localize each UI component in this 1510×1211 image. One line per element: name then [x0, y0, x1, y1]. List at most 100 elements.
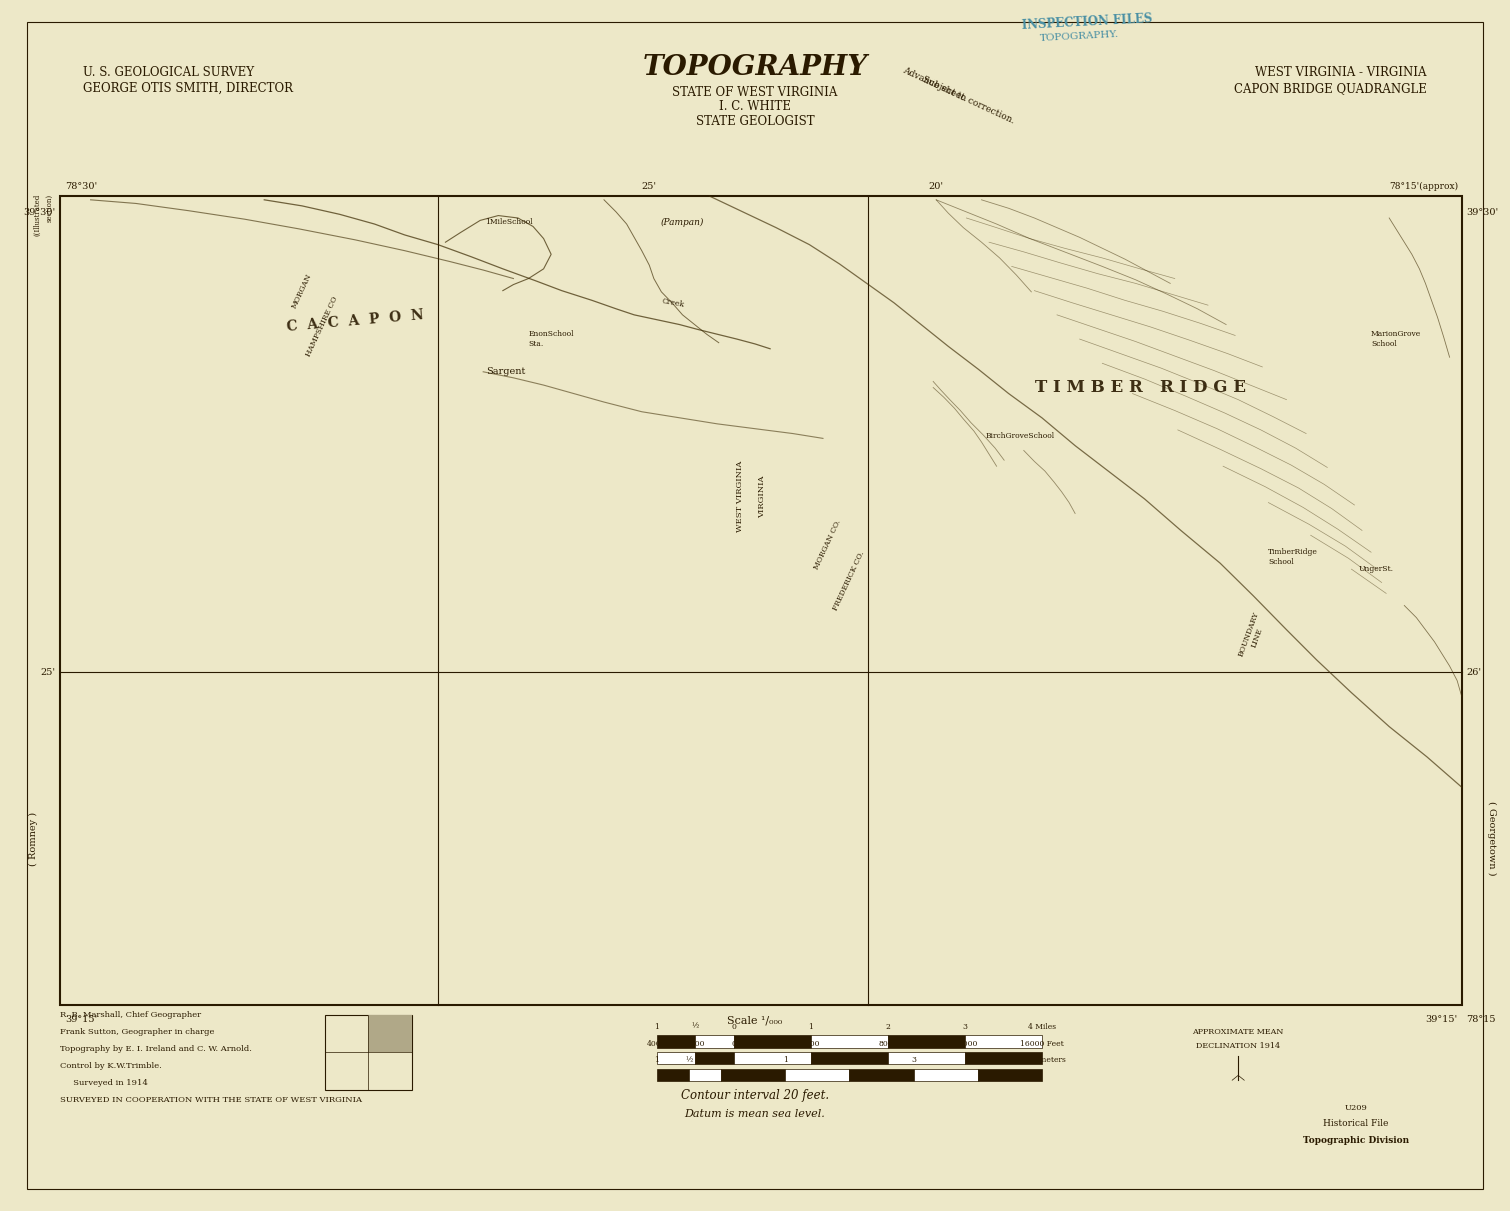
Text: BirchGroveSchool: BirchGroveSchool: [986, 432, 1055, 440]
Bar: [60, 196, 1462, 1005]
Text: 2: 2: [847, 1056, 852, 1064]
Text: 8000: 8000: [879, 1039, 897, 1048]
Text: Surveyed in 1914: Surveyed in 1914: [60, 1079, 148, 1086]
Text: VIRGINIA: VIRGINIA: [758, 475, 767, 518]
Text: INSPECTION FILES: INSPECTION FILES: [1022, 12, 1152, 31]
Text: HAMPSHIRE CO: HAMPSHIRE CO: [304, 295, 340, 358]
Bar: [325, 1015, 412, 1090]
Text: Sargent: Sargent: [486, 367, 525, 377]
Bar: [888, 1052, 965, 1064]
Text: 2: 2: [885, 1022, 891, 1031]
Text: 20': 20': [929, 183, 944, 191]
Text: Frank Sutton, Geographer in charge: Frank Sutton, Geographer in charge: [60, 1028, 214, 1035]
Text: 39°15': 39°15': [65, 1015, 97, 1023]
Bar: [914, 1069, 978, 1081]
Text: I. C. WHITE: I. C. WHITE: [719, 101, 791, 113]
Text: 3: 3: [962, 1022, 968, 1031]
Text: R. B. Marshall, Chief Geographer: R. B. Marshall, Chief Geographer: [60, 1011, 201, 1018]
Bar: [695, 1035, 734, 1048]
Text: MarionGrove
School: MarionGrove School: [1371, 331, 1421, 348]
Text: 16000 Feet: 16000 Feet: [1021, 1039, 1063, 1048]
Text: 39°30': 39°30': [1466, 208, 1498, 217]
Text: TOPOGRAPHY: TOPOGRAPHY: [642, 54, 868, 81]
Text: ( Romney ): ( Romney ): [29, 811, 38, 866]
Text: ( Georgetown ): ( Georgetown ): [1487, 802, 1496, 876]
Text: (Pampan): (Pampan): [661, 218, 704, 228]
Text: 5 Kilometers: 5 Kilometers: [1018, 1056, 1066, 1064]
Text: SURVEYED IN COOPERATION WITH THE STATE OF WEST VIRGINIA: SURVEYED IN COOPERATION WITH THE STATE O…: [60, 1096, 362, 1103]
Text: 0: 0: [731, 1039, 737, 1048]
Text: 39°15': 39°15': [1425, 1015, 1457, 1023]
Bar: [849, 1069, 914, 1081]
Text: APPROXIMATE MEAN: APPROXIMATE MEAN: [1193, 1028, 1284, 1035]
Text: 25': 25': [642, 183, 657, 191]
Text: WEST VIRGINIA - VIRGINIA: WEST VIRGINIA - VIRGINIA: [1255, 67, 1427, 79]
Text: DECLINATION 1914: DECLINATION 1914: [1196, 1043, 1280, 1050]
Text: 78°15: 78°15: [1466, 1015, 1496, 1023]
Text: Control by K.W.Trimble.: Control by K.W.Trimble.: [60, 1062, 162, 1069]
Text: 4000: 4000: [802, 1039, 820, 1048]
Text: 1: 1: [654, 1056, 660, 1064]
Text: STATE OF WEST VIRGINIA: STATE OF WEST VIRGINIA: [672, 86, 838, 98]
Text: U. S. GEOLOGICAL SURVEY: U. S. GEOLOGICAL SURVEY: [83, 67, 254, 79]
Text: GEORGE OTIS SMITH, DIRECTOR: GEORGE OTIS SMITH, DIRECTOR: [83, 82, 293, 94]
Text: T I M B E R   R I D G E: T I M B E R R I D G E: [1034, 379, 1246, 396]
Text: 4 Miles: 4 Miles: [1028, 1022, 1055, 1031]
Text: 12000: 12000: [953, 1039, 977, 1048]
Text: 1MileSchool: 1MileSchool: [485, 218, 533, 226]
Bar: [368, 1015, 412, 1052]
Text: 26': 26': [1466, 667, 1481, 677]
Bar: [734, 1035, 811, 1048]
Text: Topography by E. I. Ireland and C. W. Arnold.: Topography by E. I. Ireland and C. W. Ar…: [60, 1045, 252, 1052]
Text: 1: 1: [808, 1022, 814, 1031]
Text: 39°30': 39°30': [24, 208, 56, 217]
Text: C  A  C  A  P  O  N: C A C A P O N: [285, 308, 424, 334]
Text: Topographic Division: Topographic Division: [1303, 1136, 1409, 1146]
Text: EnonSchool
Sta.: EnonSchool Sta.: [528, 331, 574, 348]
Bar: [811, 1035, 888, 1048]
Text: 3: 3: [911, 1056, 917, 1064]
Text: U209: U209: [1344, 1104, 1368, 1112]
Text: STATE GEOLOGIST: STATE GEOLOGIST: [696, 115, 814, 127]
Text: 4000: 4000: [648, 1039, 666, 1048]
Bar: [689, 1069, 722, 1081]
Text: Datum is mean sea level.: Datum is mean sea level.: [684, 1109, 826, 1119]
Text: Subject to correction.: Subject to correction.: [921, 75, 1016, 126]
Text: 0: 0: [731, 1022, 737, 1031]
Bar: [978, 1069, 1042, 1081]
Bar: [734, 1052, 811, 1064]
Text: Advance sheet.: Advance sheet.: [901, 65, 968, 104]
Bar: [888, 1035, 965, 1048]
Text: Scale ¹/₀₀₀: Scale ¹/₀₀₀: [728, 1016, 782, 1026]
Text: UngerSt.: UngerSt.: [1359, 566, 1394, 573]
Text: 4: 4: [975, 1056, 980, 1064]
Text: FREDERICK CO.: FREDERICK CO.: [832, 550, 865, 613]
Text: Contour interval 20 feet.: Contour interval 20 feet.: [681, 1090, 829, 1102]
Text: ½: ½: [686, 1056, 693, 1064]
Bar: [657, 1069, 689, 1081]
Text: 78°15'(approx): 78°15'(approx): [1389, 182, 1459, 191]
Text: Creek: Creek: [661, 297, 686, 309]
Bar: [695, 1052, 734, 1064]
Text: MORGAN: MORGAN: [290, 271, 314, 310]
Text: MORGAN CO.: MORGAN CO.: [812, 518, 843, 572]
Text: CAPON BRIDGE QUADRANGLE: CAPON BRIDGE QUADRANGLE: [1234, 82, 1427, 94]
Text: 2000: 2000: [686, 1039, 705, 1048]
Bar: [785, 1069, 849, 1081]
Text: ½: ½: [692, 1022, 699, 1031]
Text: TOPOGRAPHY.: TOPOGRAPHY.: [1040, 30, 1119, 42]
Text: WEST VIRGINIA: WEST VIRGINIA: [735, 461, 744, 532]
Bar: [811, 1052, 888, 1064]
Text: ((Illustrated: ((Illustrated: [33, 194, 41, 236]
Bar: [722, 1069, 785, 1081]
Bar: [657, 1035, 695, 1048]
Text: TimberRidge
School: TimberRidge School: [1268, 549, 1318, 566]
Text: section): section): [45, 194, 53, 222]
Bar: [965, 1035, 1042, 1048]
Text: 1: 1: [782, 1056, 788, 1064]
Bar: [657, 1052, 695, 1064]
Text: 25': 25': [41, 667, 56, 677]
Text: 0: 0: [719, 1056, 723, 1064]
Text: 78°30': 78°30': [65, 183, 97, 191]
Text: Historical File: Historical File: [1323, 1119, 1389, 1129]
